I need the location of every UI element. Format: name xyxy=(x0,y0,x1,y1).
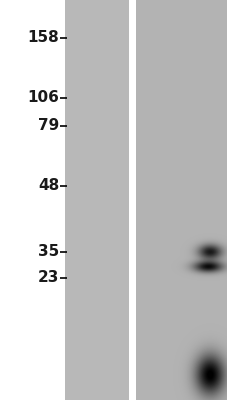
Text: 48: 48 xyxy=(38,178,59,194)
Text: 106: 106 xyxy=(27,90,59,106)
Text: 158: 158 xyxy=(27,30,59,46)
Text: 35: 35 xyxy=(38,244,59,260)
Bar xyxy=(128,0,135,400)
Text: 23: 23 xyxy=(38,270,59,286)
Text: 79: 79 xyxy=(38,118,59,134)
